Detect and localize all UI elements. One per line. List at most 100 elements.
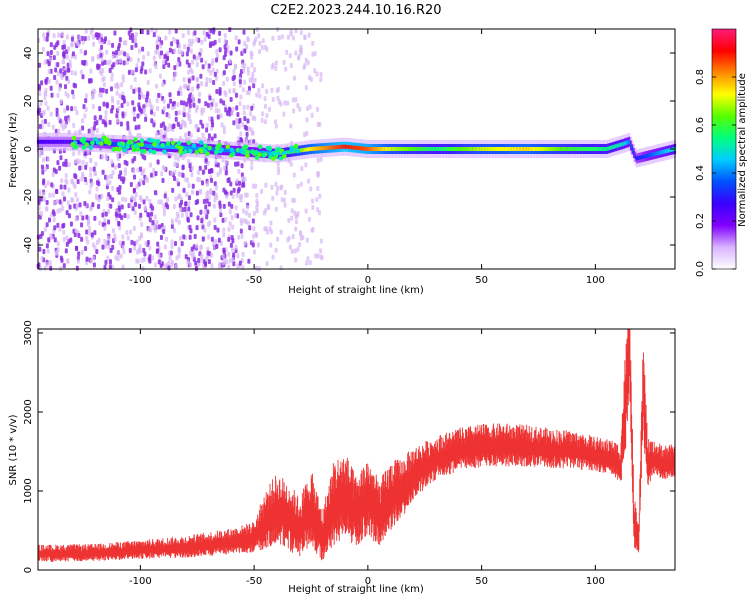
spectrogram-point (230, 215, 234, 221)
band-core (191, 146, 194, 151)
spectrogram-point (168, 123, 172, 129)
band-core (561, 147, 564, 151)
spectrogram-point (265, 260, 269, 266)
spectrogram-point (62, 161, 66, 167)
spectrogram-point (122, 60, 126, 66)
spectrogram-point (294, 226, 298, 232)
spectrogram-point (187, 62, 191, 68)
spectrogram-point (139, 212, 143, 218)
spectrogram-point (91, 242, 95, 248)
spectrogram-point (142, 247, 146, 253)
spectrogram-point (92, 34, 96, 40)
spectrogram-point (171, 187, 175, 193)
spectrogram-point (211, 98, 215, 104)
spectrogram-point (81, 59, 85, 65)
spectrogram-y-label: Frequency (Hz) (8, 112, 19, 188)
spectrogram-point (50, 92, 54, 98)
spectrogram-point (314, 253, 318, 259)
band-core (610, 145, 613, 150)
spectrogram-point (89, 30, 93, 36)
spectrogram-point (86, 219, 90, 225)
spectrogram-point (62, 50, 66, 56)
spectrogram-point (110, 96, 114, 102)
spectrogram-point (94, 171, 98, 177)
spectrogram-point (193, 30, 197, 36)
spectrogram-point (75, 204, 79, 210)
x-tick-label: 0 (365, 275, 371, 286)
band-core (188, 146, 191, 150)
spectrogram-point (129, 202, 133, 208)
spectrogram-point (75, 110, 79, 116)
snr-x-label: Height of straight line (km) (288, 584, 424, 595)
band-core (332, 145, 335, 150)
spectrogram-point (61, 191, 65, 197)
spectrogram-point (224, 189, 228, 195)
spectrogram-point (210, 252, 214, 258)
spectrogram-point (196, 176, 200, 182)
spectrogram-point (219, 212, 223, 218)
spectrogram-point (207, 259, 211, 265)
band-spot (199, 148, 204, 154)
spectrogram-point (121, 111, 125, 117)
spectrogram-point (39, 196, 43, 202)
spectrogram-point (165, 55, 169, 61)
spectrogram-point (232, 120, 236, 126)
spectrogram-point (145, 195, 149, 201)
spectrogram-point (134, 42, 138, 48)
spectrogram-point (204, 60, 208, 66)
spectrogram-point (271, 96, 275, 102)
spectrogram-point (192, 251, 196, 257)
spectrogram-point (189, 132, 193, 138)
band-core (666, 148, 669, 153)
spectrogram-point (241, 62, 245, 68)
spectrogram-point (128, 129, 132, 135)
band-core (504, 147, 507, 151)
band-core (378, 147, 381, 151)
spectrogram-point (184, 254, 188, 260)
spectrogram-point (100, 193, 104, 199)
colorbar-ticks: 0.00.20.40.60.8 (695, 69, 736, 277)
band-core (359, 146, 363, 151)
band-core (596, 147, 599, 151)
spectrogram-point (93, 121, 97, 127)
spectrogram-point (248, 225, 252, 231)
band-core (212, 147, 215, 152)
spectrogram-point (283, 100, 287, 106)
spectrogram-point (277, 35, 281, 41)
spectrogram-point (84, 98, 88, 104)
spectrogram-point (50, 182, 54, 188)
band-core (422, 147, 425, 151)
spectrogram-point (92, 41, 96, 47)
spectrogram-point (58, 226, 62, 232)
spectrogram-point (234, 161, 238, 167)
spectrogram-point (77, 150, 81, 156)
spectrogram-point (38, 107, 42, 113)
spectrogram-point (316, 157, 320, 163)
spectrogram-point (319, 77, 323, 83)
spectrogram-point (154, 64, 158, 70)
snr-frame (37, 328, 676, 571)
band-core (429, 147, 432, 151)
spectrogram-point (88, 226, 92, 232)
spectrogram-point (240, 193, 244, 199)
spectrogram-point (260, 189, 264, 195)
band-core (373, 147, 376, 151)
spectrogram-point (169, 250, 173, 256)
band-core (460, 147, 463, 151)
spectrogram-point (210, 177, 214, 183)
spectrogram-point (191, 38, 195, 44)
band-core (384, 147, 387, 151)
spectrogram-point (47, 69, 51, 75)
spectrogram-point (250, 105, 254, 111)
band-core (388, 147, 391, 151)
spectrogram-point (122, 249, 126, 255)
spectrogram-point (251, 71, 255, 77)
band-core (265, 151, 269, 156)
band-core (487, 147, 490, 151)
band-core (59, 139, 62, 144)
spectrogram-point (181, 164, 185, 170)
spectrogram-point (196, 83, 200, 89)
spectrogram-point (122, 176, 126, 182)
spectrogram-point (234, 35, 238, 41)
spectrogram-point (170, 244, 174, 250)
